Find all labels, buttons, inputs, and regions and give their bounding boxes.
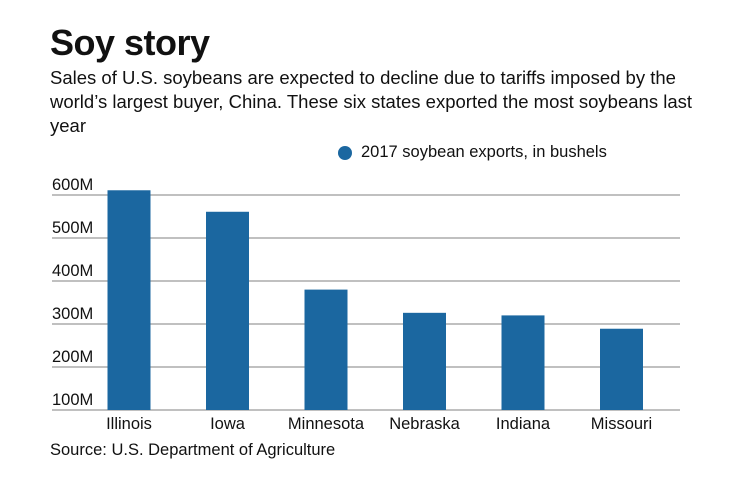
bar-iowa — [206, 211, 249, 410]
bar-minnesota — [304, 289, 348, 410]
y-tick-label: 100M — [52, 391, 93, 409]
bar-indiana — [501, 315, 545, 410]
bar-missouri — [600, 328, 643, 410]
y-tick-label: 200M — [52, 348, 93, 366]
bar-illinois — [107, 190, 151, 410]
bar-nebraska — [403, 312, 446, 410]
source-note: Source: U.S. Department of Agriculture — [50, 441, 336, 459]
x-tick-label: Missouri — [591, 415, 652, 433]
x-tick-label: Minnesota — [288, 415, 365, 433]
y-tick-label: 500M — [52, 219, 93, 237]
legend-label: 2017 soybean exports, in bushels — [361, 143, 607, 161]
legend: 2017 soybean exports, in bushels — [338, 143, 607, 162]
x-tick-label: Iowa — [210, 415, 246, 433]
x-tick-label: Nebraska — [389, 415, 460, 433]
legend-swatch — [338, 145, 352, 160]
x-tick-label: Illinois — [106, 415, 152, 433]
y-tick-label: 400M — [52, 262, 93, 280]
chart-title: Soy story — [50, 22, 210, 63]
chart-subtitle: Sales of U.S. soybeans are expected to d… — [50, 67, 693, 136]
y-tick-label: 600M — [52, 176, 93, 194]
x-tick-label: Indiana — [496, 415, 551, 433]
y-tick-label: 300M — [52, 305, 93, 323]
